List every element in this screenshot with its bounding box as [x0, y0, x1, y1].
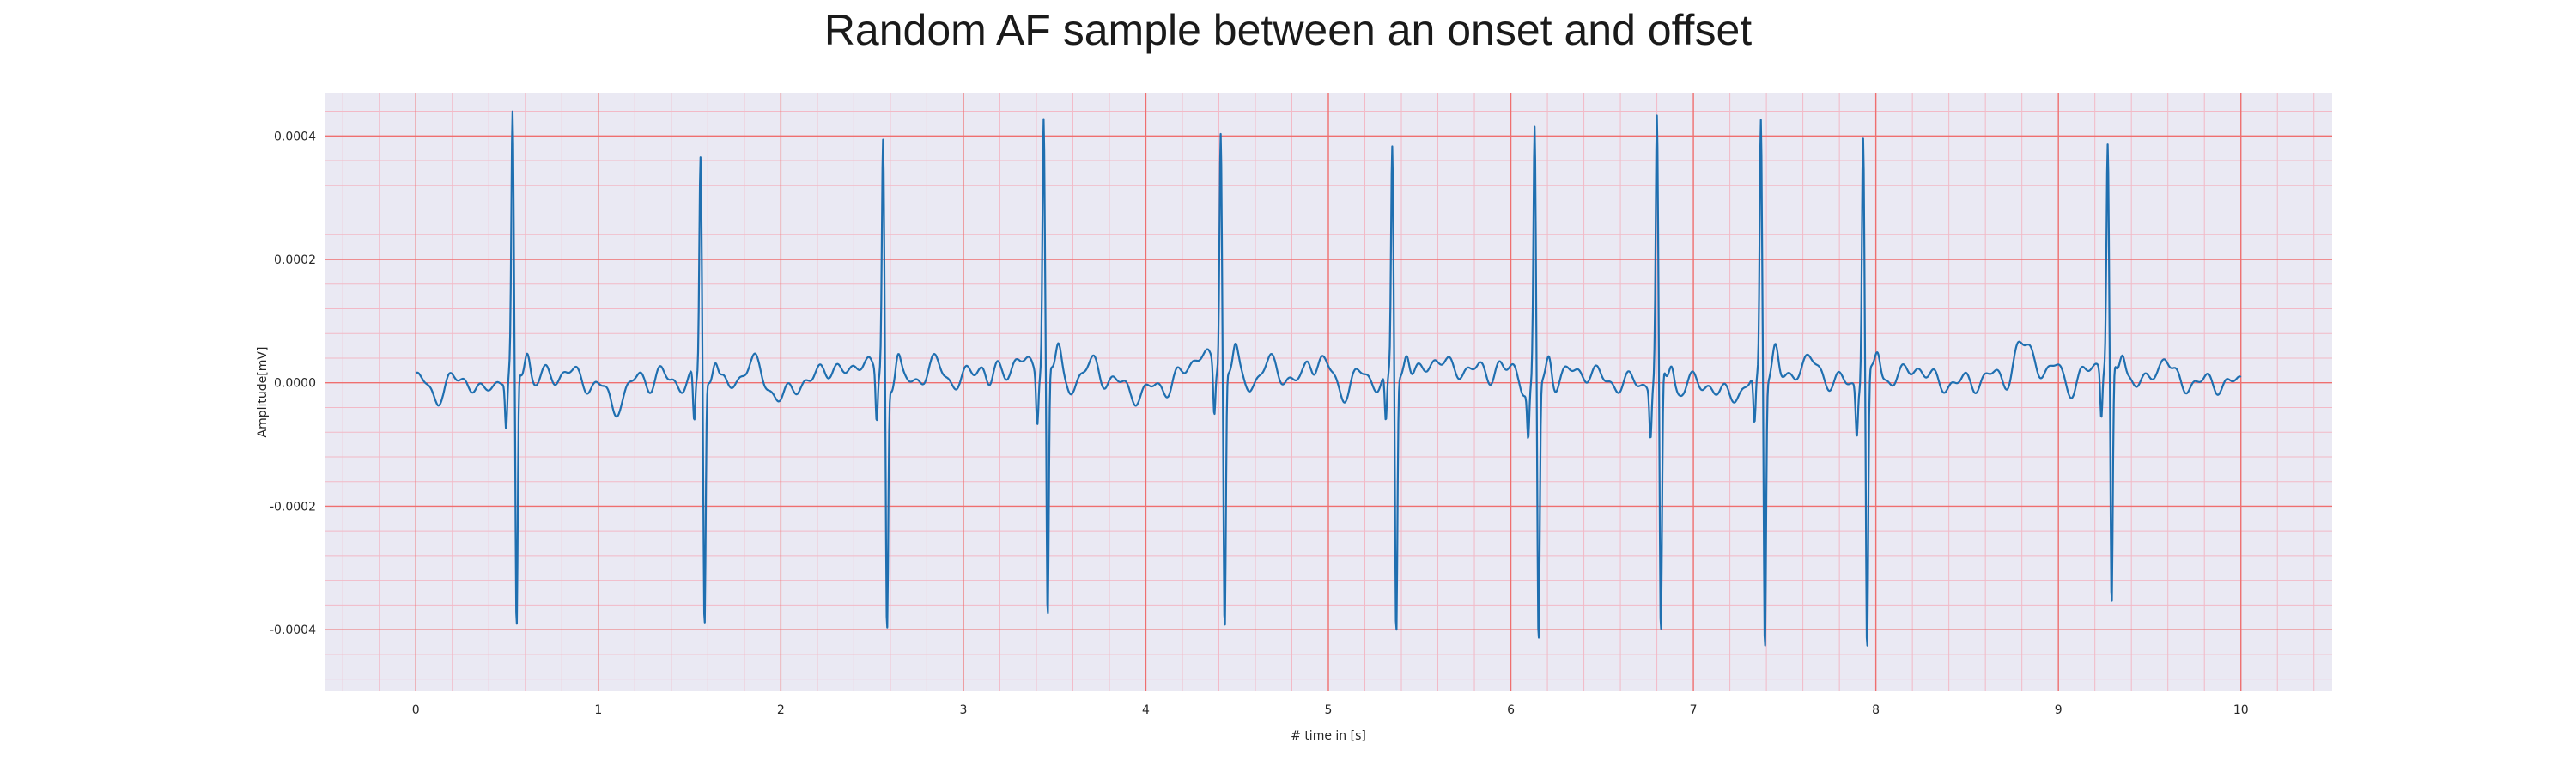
x-tick-label: 8	[1872, 703, 1880, 717]
chart-title: Random AF sample between an onset and of…	[823, 6, 1753, 54]
x-tick-label: 0	[412, 703, 420, 717]
y-tick-labels: 0.0004 0.0002 0.0000 -0.0002 -0.0004	[270, 130, 316, 637]
y-tick-label: -0.0004	[270, 624, 316, 637]
x-tick-label: 2	[777, 703, 785, 717]
x-tick-label: 7	[1690, 703, 1698, 717]
x-tick-label: 4	[1142, 703, 1150, 717]
y-tick-label: 0.0000	[274, 377, 316, 391]
y-tick-label: 0.0004	[274, 130, 316, 143]
y-axis-label: Amplitude[mV]	[256, 347, 270, 438]
y-tick-label: -0.0002	[270, 500, 316, 514]
x-tick-label: 5	[1325, 703, 1333, 717]
x-tick-label: 10	[2233, 703, 2249, 717]
x-tick-label: 9	[2055, 703, 2063, 717]
y-tick-label: 0.0002	[274, 253, 316, 267]
x-tick-label: 1	[594, 703, 602, 717]
major-grid	[325, 93, 2332, 691]
x-tick-label: 6	[1507, 703, 1515, 717]
x-tick-labels: 0 1 2 3 4 5 6 7 8 9 10	[412, 703, 2249, 717]
x-tick-label: 3	[959, 703, 967, 717]
x-axis-label: # time in [s]	[1291, 729, 1366, 743]
ecg-series-line	[415, 110, 2242, 647]
